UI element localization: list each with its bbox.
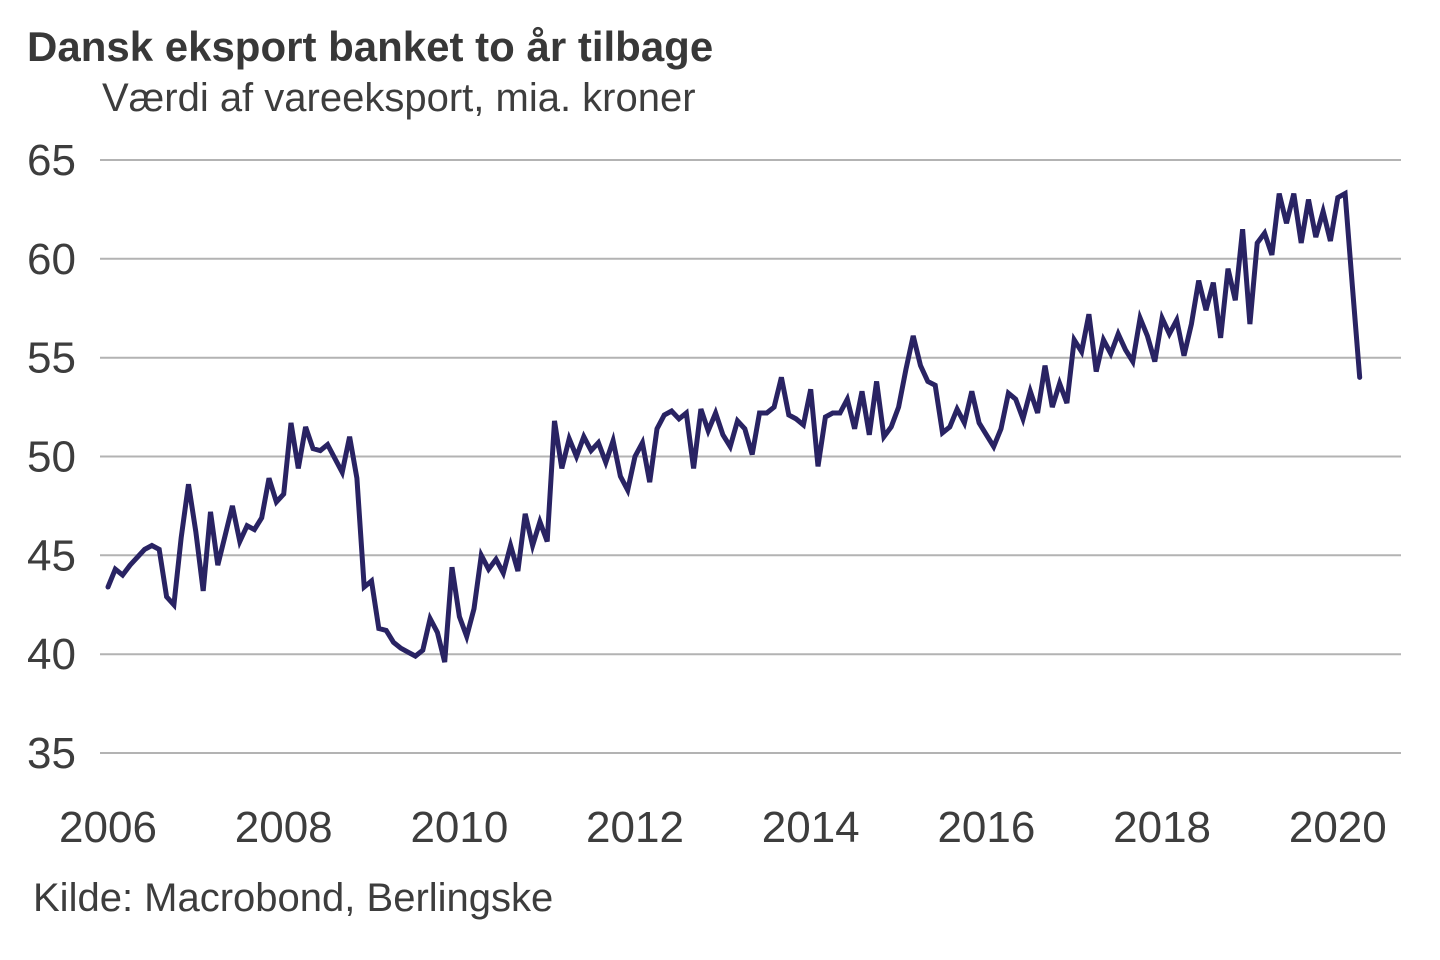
- x-tick-label-2014: 2014: [762, 803, 860, 852]
- y-tick-label-50: 50: [27, 433, 76, 482]
- x-tick-label-2010: 2010: [410, 803, 508, 852]
- chart-title: Dansk eksport banket to år tilbage: [27, 23, 714, 70]
- source-caption: Kilde: Macrobond, Berlingske: [33, 876, 554, 920]
- x-tick-label-2018: 2018: [1113, 803, 1211, 852]
- y-tick-label-60: 60: [27, 235, 76, 284]
- x-tick-label-2012: 2012: [586, 803, 684, 852]
- y-tick-label-40: 40: [27, 630, 76, 679]
- x-tick-label-2020: 2020: [1289, 803, 1387, 852]
- y-tick-label-65: 65: [27, 136, 76, 185]
- chart-subtitle: Værdi af vareeksport, mia. kroner: [102, 76, 696, 120]
- y-tick-label-55: 55: [27, 334, 76, 383]
- x-tick-label-2006: 2006: [59, 803, 157, 852]
- x-tick-label-2016: 2016: [937, 803, 1035, 852]
- y-tick-label-45: 45: [27, 531, 76, 580]
- y-tick-label-35: 35: [27, 729, 76, 778]
- export-line: [105, 189, 1363, 663]
- x-tick-label-2008: 2008: [235, 803, 333, 852]
